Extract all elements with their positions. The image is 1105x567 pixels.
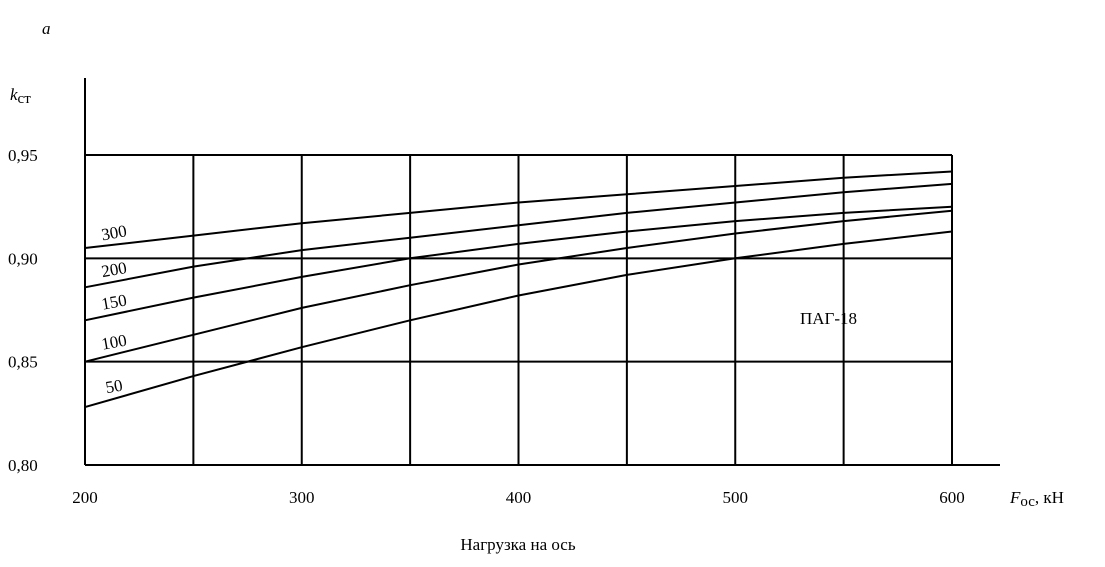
y-tick-label: 0,80: [8, 456, 38, 475]
series-line: [84, 230, 953, 409]
series-label: 200: [100, 258, 128, 281]
y-label-symbol: k: [10, 85, 18, 104]
series-label: 150: [100, 291, 128, 314]
panel-label: a: [42, 19, 51, 38]
y-tick-label: 0,90: [8, 249, 38, 268]
y-label-sub: ст: [18, 91, 32, 107]
series-label: 100: [100, 331, 128, 354]
series-line: [84, 205, 953, 322]
x-label-sub: ос: [1020, 494, 1035, 510]
annotation: ПАГ-18: [800, 309, 857, 328]
series-line: [84, 182, 953, 289]
y-axis-label: kст: [10, 85, 31, 107]
x-axis-label: Fос, кН: [1009, 488, 1064, 510]
series-label: 50: [104, 376, 124, 398]
x-title: Нагрузка на ось: [460, 535, 575, 554]
x-tick-label: 500: [723, 488, 749, 507]
x-tick-label: 200: [72, 488, 98, 507]
x-label-unit: , кН: [1035, 488, 1064, 507]
y-tick-label: 0,85: [8, 353, 38, 372]
series-line: [84, 209, 953, 363]
x-tick-label: 300: [289, 488, 315, 507]
series-line: [84, 170, 953, 249]
x-label-symbol: F: [1009, 488, 1021, 507]
y-tick-label: 0,95: [8, 146, 38, 165]
series-label: 300: [100, 221, 128, 244]
x-tick-label: 400: [506, 488, 532, 507]
x-tick-label: 600: [939, 488, 965, 507]
